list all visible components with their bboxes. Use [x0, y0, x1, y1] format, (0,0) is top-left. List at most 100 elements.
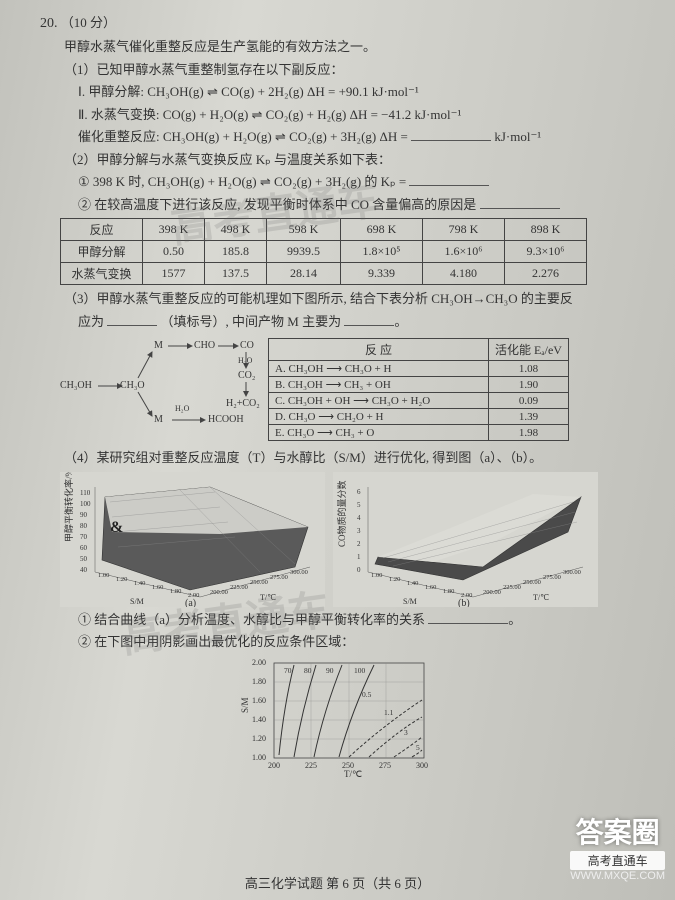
flow-h2o-arrow: H₂O — [238, 356, 252, 365]
svg-text:1.20: 1.20 — [252, 734, 266, 743]
svg-text:80: 80 — [80, 522, 88, 530]
svg-text:275.00: 275.00 — [270, 574, 288, 581]
blank-relation — [428, 610, 508, 624]
svg-text:(b): (b) — [458, 598, 470, 607]
kp-header: 398 K — [143, 219, 205, 241]
blank-choice — [107, 312, 157, 326]
part2-sub1-text: ① 398 K 时, CH₃OH(g) + H₂O(g) ⇌ CO₂(g) + … — [78, 174, 406, 189]
svg-text:90: 90 — [80, 511, 88, 519]
part2-sub2-text: ② 在较高温度下进行该反应, 发现平衡时体系中 CO 含量偏高的原因是 — [78, 197, 476, 212]
svg-text:200.00: 200.00 — [483, 589, 501, 596]
svg-text:CO物质的量分数: CO物质的量分数 — [336, 480, 347, 547]
svg-text:T/℃: T/℃ — [260, 593, 276, 602]
svg-text:1.60: 1.60 — [425, 584, 436, 591]
flow-hcooh: HCOOH — [208, 414, 244, 425]
svg-text:1.40: 1.40 — [252, 715, 266, 724]
rxn-cell: 0.09 — [489, 393, 569, 409]
svg-text:甲醇平衡转化率/%: 甲醇平衡转化率/% — [63, 472, 74, 542]
svg-text:40: 40 — [80, 566, 88, 574]
svg-text:&: & — [110, 519, 123, 536]
rxn-cell: D. CH₃O ⟶ CH₂O + H — [269, 409, 489, 425]
part2-lead: （2）甲醇分解与水蒸气变换反应 Kₚ 与温度关系如下表： — [40, 150, 647, 170]
part4-sub2: ② 在下图中用阴影画出最优化的反应条件区域： — [40, 632, 647, 652]
chart-b: 0123456 1.001.201.401.601.802.00 200.002… — [333, 472, 598, 607]
kp-cell: 2.276 — [505, 263, 587, 285]
kp-header: 698 K — [341, 219, 423, 241]
flow-m2: M — [154, 414, 163, 425]
rxn-cell: A. CH₃OH ⟶ CH₃O + H — [269, 361, 489, 377]
rxn-cell: 1.90 — [489, 377, 569, 393]
part1-target-text: 催化重整反应: CH₃OH(g) + H₂O(g) ⇌ CO₂(g) + 3H₂… — [78, 129, 408, 144]
svg-text:5: 5 — [416, 743, 420, 752]
rxn-header: 反 应 — [269, 339, 489, 361]
kp-cell: 185.8 — [205, 241, 267, 263]
question-intro: 甲醇水蒸气催化重整反应是生产氢能的有效方法之一。 — [40, 37, 647, 57]
svg-text:1.20: 1.20 — [116, 576, 127, 583]
blank-kp — [409, 172, 489, 186]
badge-big: 答案圈 — [570, 811, 665, 851]
part4-sub1: ① 结合曲线（a）分析温度、水醇比与甲醇平衡转化率的关系 。 — [40, 610, 647, 630]
svg-text:225.00: 225.00 — [230, 584, 248, 591]
part2-sub2: ② 在较高温度下进行该反应, 发现平衡时体系中 CO 含量偏高的原因是 — [40, 195, 647, 215]
kp-header: 798 K — [423, 219, 505, 241]
blank-reason — [480, 195, 560, 209]
optimization-chart: 7080901000.51.135 1.001.201.401.601.802.… — [234, 655, 454, 780]
rxn-header: 活化能 Eₐ/eV — [489, 339, 569, 361]
part1-lead: （1）已知甲醇水蒸气重整制氢存在以下副反应： — [40, 60, 647, 80]
svg-text:1: 1 — [357, 553, 361, 561]
svg-text:T/℃: T/℃ — [533, 593, 549, 602]
kp-cell: 1.8×10⁵ — [341, 241, 423, 263]
svg-text:1.00: 1.00 — [252, 753, 266, 762]
question-number: 20. — [40, 16, 58, 31]
svg-text:1.00: 1.00 — [98, 572, 109, 579]
kp-header: 反应 — [61, 219, 143, 241]
badge-url: WWW.MXQE.COM — [570, 870, 665, 882]
flow-h2o2: H₂O — [175, 404, 189, 413]
flow-cho: CHO — [194, 340, 215, 351]
rxn-cell: B. CH₃OH ⟶ CH₃ + OH — [269, 377, 489, 393]
kp-cell: 1577 — [143, 263, 205, 285]
flow-ch3oh: CH₃OH — [60, 380, 92, 391]
svg-text:300.00: 300.00 — [563, 569, 581, 576]
part1-target: 催化重整反应: CH₃OH(g) + H₂O(g) ⇌ CO₂(g) + 3H₂… — [40, 127, 647, 147]
kp-header: 498 K — [205, 219, 267, 241]
kp-header: 898 K — [505, 219, 587, 241]
svg-text:6: 6 — [357, 488, 361, 496]
part1-unit: kJ·mol⁻¹ — [494, 129, 541, 144]
svg-text:3: 3 — [404, 728, 408, 737]
flow-co2: CO₂ — [238, 370, 255, 381]
svg-text:300: 300 — [416, 761, 428, 770]
svg-text:4: 4 — [357, 514, 361, 522]
kp-header: 598 K — [267, 219, 341, 241]
rxn-cell: E. CH₃O ⟶ CH₃ + O — [269, 425, 489, 441]
svg-text:1.60: 1.60 — [152, 584, 163, 591]
flow-m1: M — [154, 340, 163, 351]
svg-text:300.00: 300.00 — [290, 569, 308, 576]
kp-cell: 水蒸气变换 — [61, 263, 143, 285]
svg-text:S/M: S/M — [130, 597, 144, 606]
question-points: （10 分） — [61, 15, 116, 30]
svg-text:S/M: S/M — [240, 697, 250, 713]
kp-cell: 0.50 — [143, 241, 205, 263]
kp-cell: 1.6×10⁶ — [423, 241, 505, 263]
svg-text:0: 0 — [357, 566, 361, 574]
svg-text:200.00: 200.00 — [210, 589, 228, 596]
svg-text:100: 100 — [354, 666, 366, 675]
part3-lead-a: （3）甲醇水蒸气重整反应的可能机理如下图所示, 结合下表分析 CH₃OH→CH₃… — [40, 289, 647, 309]
svg-text:1.40: 1.40 — [407, 580, 418, 587]
flow-h2co2: H₂+CO₂ — [226, 398, 260, 409]
svg-text:0.5: 0.5 — [362, 690, 372, 699]
corner-badge: 答案圈 高考直通车 WWW.MXQE.COM — [570, 811, 665, 882]
part4-lead: （4）某研究组对重整反应温度（T）与水醇比（S/M）进行优化, 得到图（a）、（… — [40, 448, 647, 468]
svg-text:100: 100 — [80, 500, 91, 508]
svg-text:50: 50 — [80, 555, 88, 563]
part1-rxn2: Ⅱ. 水蒸气变换: CO(g) + H₂O(g) ⇌ CO₂(g) + H₂(g… — [40, 105, 647, 125]
kp-cell: 9.339 — [341, 263, 423, 285]
svg-text:2: 2 — [357, 540, 361, 548]
svg-text:80: 80 — [304, 666, 312, 675]
svg-text:275: 275 — [379, 761, 391, 770]
svg-text:(a): (a) — [185, 598, 196, 607]
svg-text:1.80: 1.80 — [443, 588, 454, 595]
svg-text:250.00: 250.00 — [523, 579, 541, 586]
blank-m — [344, 312, 394, 326]
